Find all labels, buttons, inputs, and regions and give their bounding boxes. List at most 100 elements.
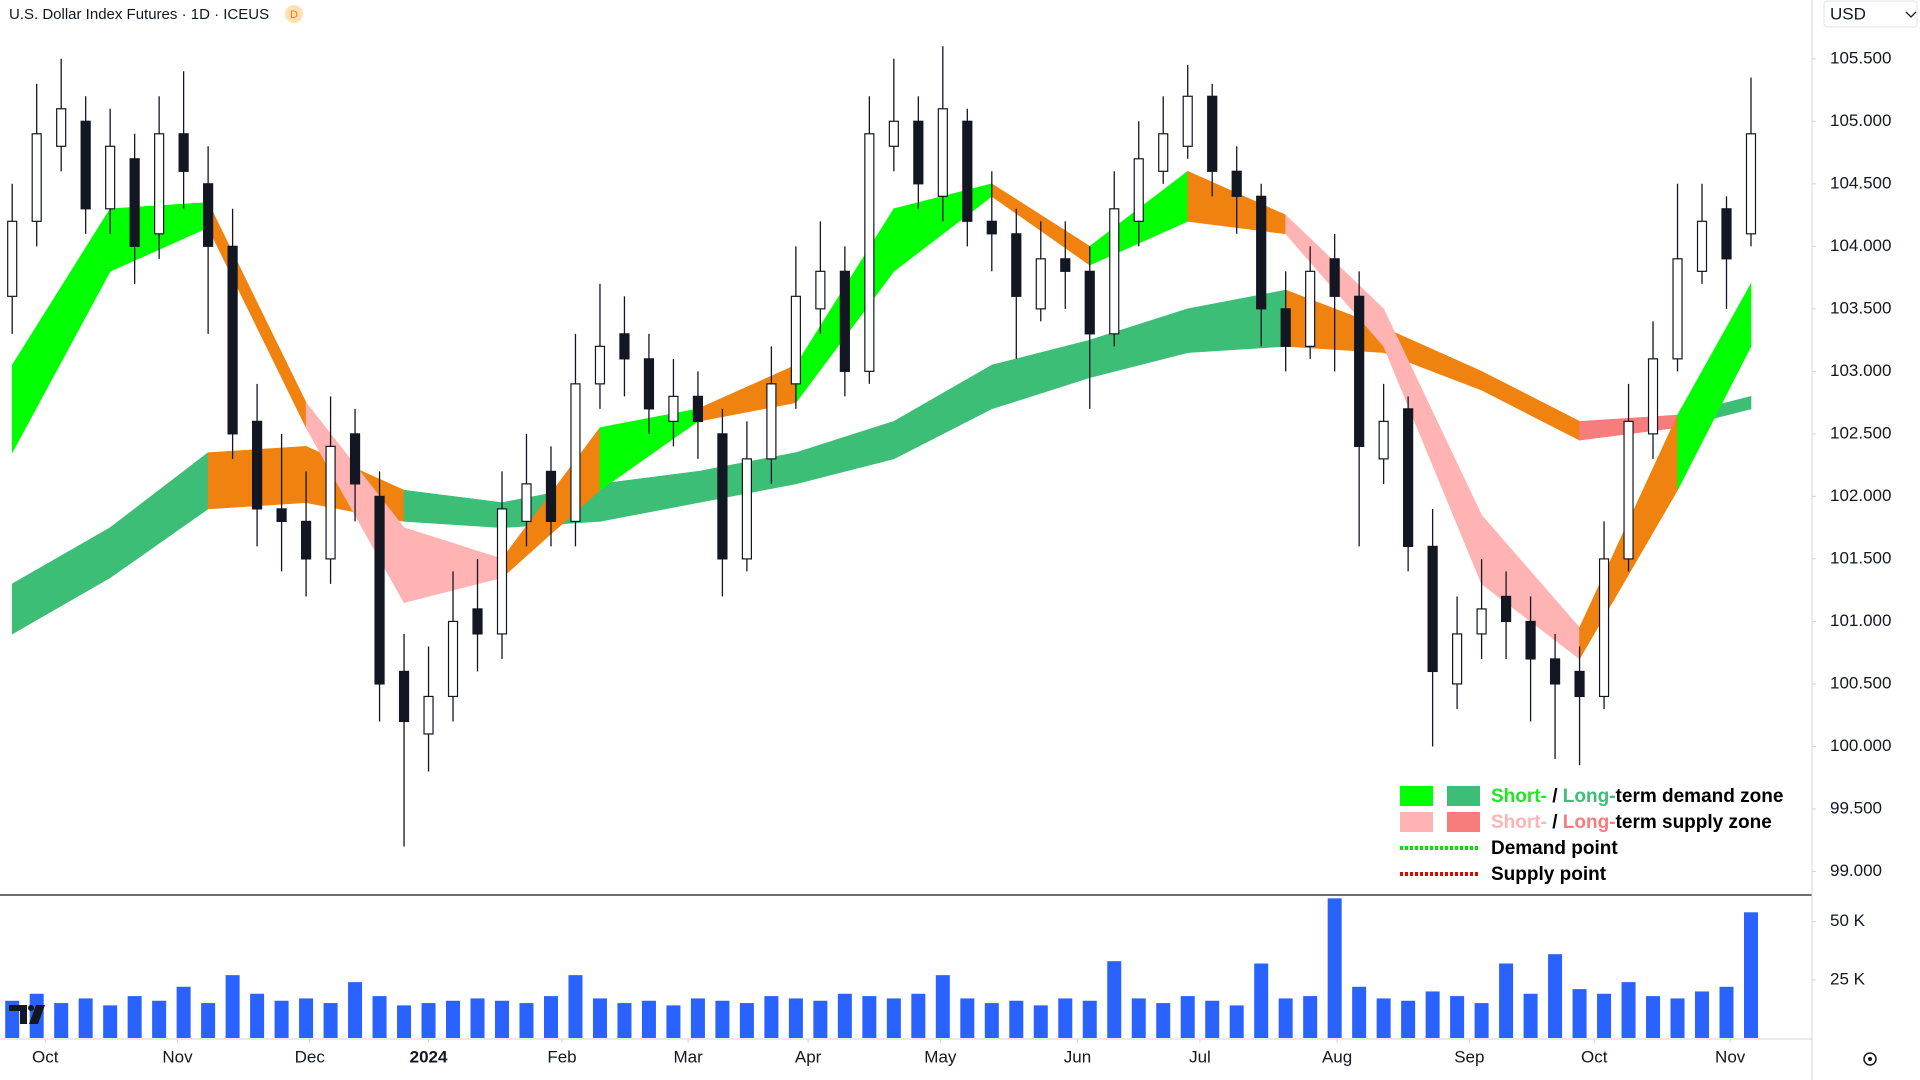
volume-bar xyxy=(1523,993,1538,1038)
candle-body xyxy=(276,508,287,522)
legend-text: / xyxy=(1547,812,1563,833)
candle-body xyxy=(888,120,899,147)
volume-bar xyxy=(1401,1000,1416,1038)
volume-bar xyxy=(1572,989,1587,1038)
settings-icon[interactable] xyxy=(1863,1052,1877,1066)
volume-bar xyxy=(421,1003,436,1038)
y-tick-label: 101.500 xyxy=(1830,548,1891,567)
candle-body xyxy=(227,245,238,435)
candle-body xyxy=(325,445,336,560)
candle-body xyxy=(31,133,42,222)
candle-body xyxy=(1207,95,1218,172)
candle-body xyxy=(7,220,18,297)
gear[interactable] xyxy=(1863,1052,1877,1066)
volume-bar xyxy=(1548,954,1563,1038)
candle-body xyxy=(129,158,140,247)
volume-bar xyxy=(837,993,852,1038)
currency-box[interactable] xyxy=(1823,0,1918,28)
legend-swatch xyxy=(1447,786,1480,806)
legend-label: Supply point xyxy=(1491,864,1607,885)
volume-bar xyxy=(960,998,975,1038)
volume-bar xyxy=(862,996,877,1038)
y-tick-label: 100.500 xyxy=(1830,673,1891,692)
candle-body xyxy=(521,483,532,522)
volume-bar xyxy=(1499,963,1514,1038)
volume-bar xyxy=(1009,1000,1024,1038)
volume-bar xyxy=(1107,961,1122,1038)
y-tick-label: 104.500 xyxy=(1830,173,1891,192)
volume-bar xyxy=(984,1003,999,1038)
volume-bar xyxy=(641,1000,656,1038)
candle-body xyxy=(1598,558,1610,698)
x-tick-label: Dec xyxy=(295,1047,326,1066)
candle-body xyxy=(1280,308,1291,347)
volume-bar xyxy=(299,998,314,1038)
candle-body xyxy=(1182,95,1193,147)
legend-text: Long- xyxy=(1563,786,1616,807)
candle-body xyxy=(1745,133,1757,235)
volume-pane xyxy=(5,898,1758,1038)
volume-bar xyxy=(470,998,485,1038)
volume-bar xyxy=(568,975,583,1038)
candle-body xyxy=(300,520,312,560)
x-tick-label: Nov xyxy=(1715,1047,1746,1066)
volume-bar xyxy=(911,993,926,1038)
x-tick-label: Nov xyxy=(162,1047,193,1066)
candle-body xyxy=(178,133,189,172)
legend-text: Short- xyxy=(1491,812,1547,833)
candle-body xyxy=(447,620,459,698)
legend-text: / xyxy=(1547,786,1563,807)
legend-text: term demand zone xyxy=(1616,786,1784,807)
candle-body xyxy=(1696,220,1708,272)
volume-tick-label: 25 K xyxy=(1830,969,1866,988)
candle-body xyxy=(374,495,385,685)
volume-bar xyxy=(201,1003,216,1038)
candle-body xyxy=(1256,195,1267,310)
badge: D xyxy=(290,9,298,21)
volume-bar xyxy=(1229,1005,1244,1038)
gear-center[interactable] xyxy=(1868,1057,1872,1061)
legend-label: Demand point xyxy=(1491,838,1618,859)
volume-bar xyxy=(1646,996,1661,1038)
volume-bar xyxy=(323,1003,338,1038)
y-tick-label: 105.500 xyxy=(1830,48,1891,67)
y-tick-label: 100.000 xyxy=(1830,736,1891,755)
symbol-title: U.S. Dollar Index Futures · 1D · ICEUS xyxy=(9,6,269,23)
candle-body xyxy=(105,145,116,210)
volume-bar xyxy=(1670,998,1685,1038)
volume-bar xyxy=(690,998,705,1038)
axes: 99.000 99.500 100.000 100.500 101.000 101.500… xyxy=(32,48,1891,1066)
legend-label: Short- / Long-term demand zone xyxy=(1491,786,1783,807)
volume-bar xyxy=(1352,986,1367,1038)
volume-bar xyxy=(1621,982,1636,1038)
dropdown-arrow[interactable] xyxy=(1905,11,1917,18)
volume-bar xyxy=(1180,996,1195,1038)
volume-bar xyxy=(543,996,558,1038)
candle-body xyxy=(1305,270,1316,347)
volume-bar xyxy=(1131,998,1146,1038)
x-tick-label: Aug xyxy=(1322,1047,1352,1066)
legend-text: term supply zone xyxy=(1616,812,1772,833)
y-tick-label: 105.000 xyxy=(1830,111,1891,130)
volume-bar xyxy=(666,1005,681,1038)
candle-body xyxy=(203,183,214,247)
short-band-segment xyxy=(1677,282,1752,491)
x-tick-label: 2024 xyxy=(410,1047,448,1066)
candle-body xyxy=(80,120,91,210)
candle-body xyxy=(1011,233,1022,297)
volume-bar xyxy=(764,996,779,1038)
volume-bar xyxy=(495,1000,509,1038)
candle-body xyxy=(1623,420,1634,560)
volume-bar xyxy=(152,1000,167,1038)
candle-body xyxy=(766,383,777,460)
candle-body xyxy=(1525,620,1536,660)
candle-body xyxy=(1133,158,1144,222)
volume-bar xyxy=(617,1003,632,1038)
candle-body xyxy=(1378,420,1389,460)
candle-body xyxy=(56,108,67,147)
candle-body xyxy=(349,433,361,485)
currency[interactable]: USD xyxy=(1830,4,1866,23)
volume-bar xyxy=(127,996,142,1038)
